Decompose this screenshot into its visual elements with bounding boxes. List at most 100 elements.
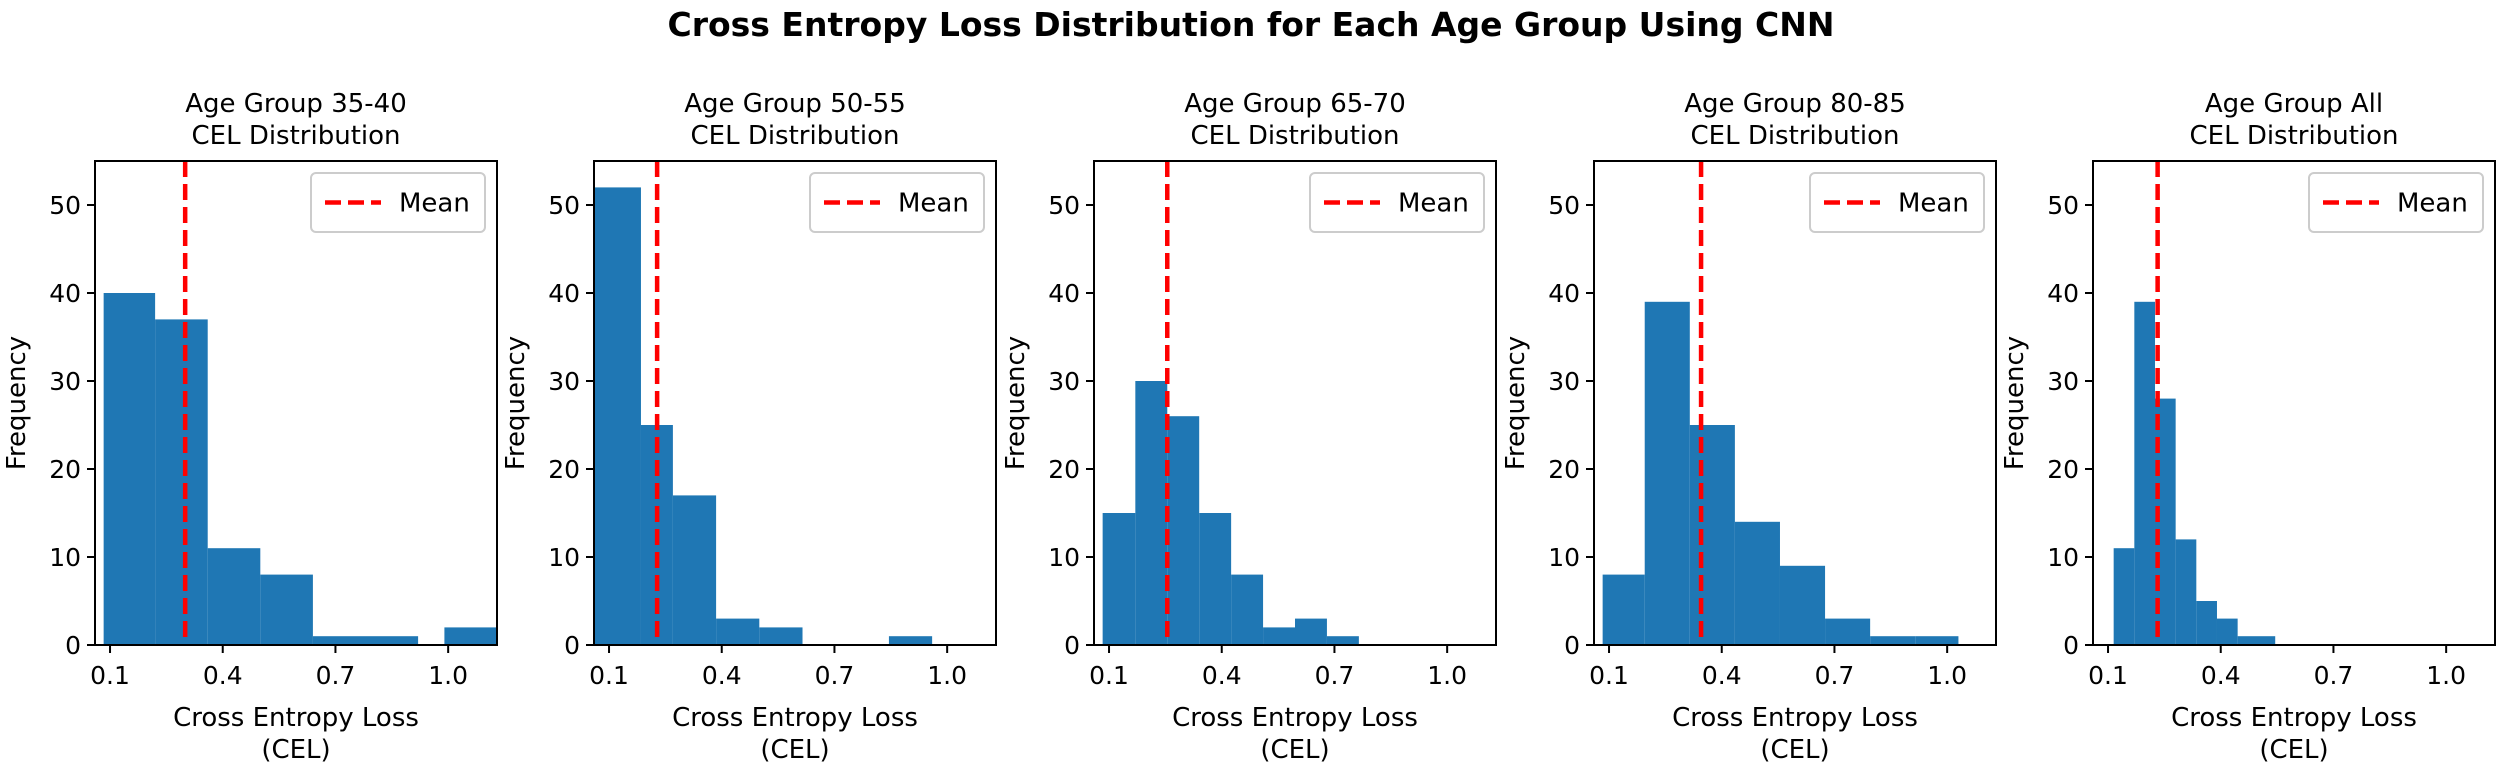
panel-1-ytick-label-1: 0 [65,631,81,660]
panel-4-legend-label: Mean [1898,189,1969,219]
panel-3-bar-3 [1167,416,1200,645]
panel-4-ytick-label-4: 30 [1548,367,1580,396]
panel-2-xtick-label-2: 0.4 [702,661,742,690]
panel-3-ytick-label-5: 40 [1048,279,1080,308]
panel-4-bar-1 [1602,574,1645,645]
panel-2-legend-box [809,172,985,233]
figure-title: Cross Entropy Loss Distribution for Each… [668,5,1835,44]
panel-3-ytick-label-1: 0 [1064,631,1080,660]
panel-2-xlabel-line-1: Cross Entropy Loss [672,703,918,733]
panel-3-xtick-label-1: 0.1 [1089,661,1129,690]
panel-5-xtick-label-2: 0.4 [2201,661,2241,690]
panel-4-axes-frame [1593,160,1997,646]
panel-4-bar-3 [1689,425,1735,645]
panel-3-legend-box [1309,172,1485,233]
panel-2-ytick-label-5: 40 [548,279,580,308]
panel-4-bar-6 [1825,618,1871,645]
panel-4-xlabel-line-1: Cross Entropy Loss [1672,703,1918,733]
panel-5-xtick-label-1: 0.1 [2088,661,2128,690]
panel-5-bar-5 [2196,601,2217,645]
panel-5-legend-box [2308,172,2484,233]
panel-2-bar-8 [888,636,933,645]
panel-4-ytick-label-2: 10 [1548,543,1580,572]
panel-3-legend-label: Mean [1398,189,1469,219]
panel-4-legend-box [1809,172,1985,233]
panel-5-title-line-1: Age Group All [2205,89,2383,119]
panel-5-legend-label: Mean [2397,189,2468,219]
panel-4-xlabel-line-2: (CEL) [1760,735,1829,765]
panel-1-bar-8 [444,627,497,645]
panel-1-title-line-1: Age Group 35-40 [185,89,407,119]
panel-2-ytick-label-6: 50 [548,191,580,220]
panel-2-ytick-label-4: 30 [548,367,580,396]
panel-5-ytick-label-5: 40 [2047,279,2079,308]
panel-5-ytick-label-2: 10 [2047,543,2079,572]
panel-4-ytick-label-1: 0 [1564,631,1580,660]
panel-5-bar-1 [2113,548,2135,645]
panel-3-ytick-label-4: 30 [1048,367,1080,396]
panel-3-title-line-2: CEL Distribution [1190,121,1399,151]
panel-3-ytick-label-6: 50 [1048,191,1080,220]
panel-4-xtick-label-4: 1.0 [1927,661,1967,690]
panel-2-axes-frame [593,160,997,646]
panel-2-ytick-label-2: 10 [548,543,580,572]
panel-3-bar-7 [1295,618,1327,645]
panel-5-bar-4 [2175,539,2197,645]
panel-3-bar-8 [1326,636,1359,645]
panel-1-xtick-label-3: 0.7 [316,661,356,690]
panel-3-ytick-label-3: 20 [1048,455,1080,484]
panel-5-ytick-label-4: 30 [2047,367,2079,396]
panel-3-xlabel-line-1: Cross Entropy Loss [1172,703,1418,733]
panel-3-xtick-label-4: 1.0 [1427,661,1467,690]
panel-1-axes-frame [94,160,498,646]
panel-2-bar-4 [716,618,760,645]
panel-5-bar-6 [2216,618,2238,645]
panel-1-ytick-label-3: 20 [49,455,81,484]
panel-1-xtick-label-2: 0.4 [203,661,243,690]
panel-4-bar-4 [1734,521,1780,645]
panel-1-ytick-label-2: 10 [49,543,81,572]
panel-3-bar-5 [1231,574,1264,645]
panel-1-bar-5 [312,636,366,645]
panel-2-xlabel-line-2: (CEL) [760,735,829,765]
panel-2-title-line-2: CEL Distribution [690,121,899,151]
panel-2-legend-label: Mean [898,189,969,219]
panel-5-xlabel-line-1: Cross Entropy Loss [2171,703,2417,733]
panel-1-xtick-label-1: 0.1 [90,661,130,690]
panel-3-ylabel: Frequency [1001,336,1031,470]
panel-4-ylabel: Frequency [1501,336,1531,470]
panel-1-xlabel-line-1: Cross Entropy Loss [173,703,419,733]
panel-1-ytick-label-5: 40 [49,279,81,308]
panel-4-bar-7 [1870,636,1916,645]
panel-5-axes-frame [2092,160,2496,646]
panel-5-ytick-label-3: 20 [2047,455,2079,484]
panel-1-ylabel: Frequency [2,336,32,470]
panel-3-xlabel-line-2: (CEL) [1260,735,1329,765]
panel-2-title-line-1: Age Group 50-55 [684,89,906,119]
panel-1-legend-box [310,172,486,233]
panel-5-xtick-label-3: 0.7 [2314,661,2354,690]
panel-5-title-line-2: CEL Distribution [2189,121,2398,151]
panel-1-title-line-2: CEL Distribution [191,121,400,151]
panel-1-ytick-label-4: 30 [49,367,81,396]
panel-2-bar-5 [759,627,803,645]
panel-5-ytick-label-1: 0 [2063,631,2079,660]
panel-4-ytick-label-3: 20 [1548,455,1580,484]
panel-2-bar-3 [672,495,717,645]
panel-3-ytick-label-2: 10 [1048,543,1080,572]
panel-5-bar-3 [2154,398,2176,645]
panel-2-bar-1 [594,187,641,645]
panel-1-ytick-label-6: 50 [49,191,81,220]
panel-5-bar-2 [2134,301,2155,645]
panel-2-ytick-label-1: 0 [564,631,580,660]
panel-4-bar-2 [1644,301,1690,645]
panel-4-xtick-label-1: 0.1 [1589,661,1629,690]
panel-2-xtick-label-1: 0.1 [589,661,629,690]
panel-3-xtick-label-3: 0.7 [1315,661,1355,690]
panel-1-bar-4 [260,574,313,645]
panel-4-xtick-label-3: 0.7 [1815,661,1855,690]
panel-3-bar-6 [1263,627,1295,645]
panel-3-bar-1 [1102,513,1136,645]
panel-1-xlabel-line-2: (CEL) [261,735,330,765]
